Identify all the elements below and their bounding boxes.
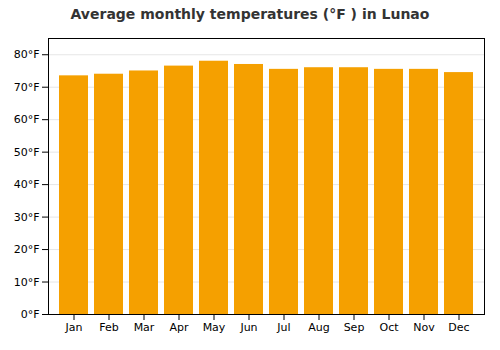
svg-text:Apr: Apr bbox=[169, 321, 189, 334]
svg-text:Mar: Mar bbox=[134, 321, 155, 334]
svg-text:40°F: 40°F bbox=[14, 178, 40, 191]
svg-text:Aug: Aug bbox=[308, 321, 329, 334]
svg-text:Dec: Dec bbox=[448, 321, 469, 334]
svg-text:Nov: Nov bbox=[413, 321, 435, 334]
svg-text:80°F: 80°F bbox=[14, 48, 40, 61]
svg-text:Jun: Jun bbox=[239, 321, 257, 334]
svg-text:0°F: 0°F bbox=[21, 308, 40, 321]
svg-text:30°F: 30°F bbox=[14, 211, 40, 224]
svg-text:20°F: 20°F bbox=[14, 243, 40, 256]
svg-text:Jan: Jan bbox=[65, 321, 83, 334]
svg-text:60°F: 60°F bbox=[14, 113, 40, 126]
svg-text:Feb: Feb bbox=[99, 321, 118, 334]
svg-text:50°F: 50°F bbox=[14, 146, 40, 159]
svg-text:Sep: Sep bbox=[344, 321, 365, 334]
svg-text:May: May bbox=[203, 321, 226, 334]
svg-text:70°F: 70°F bbox=[14, 81, 40, 94]
svg-text:10°F: 10°F bbox=[14, 276, 40, 289]
svg-text:Oct: Oct bbox=[379, 321, 399, 334]
svg-text:Jul: Jul bbox=[276, 321, 290, 334]
html-text:Average monthly temperatures (: Average monthly temperatures (°F ) in Lu… bbox=[70, 6, 430, 22]
